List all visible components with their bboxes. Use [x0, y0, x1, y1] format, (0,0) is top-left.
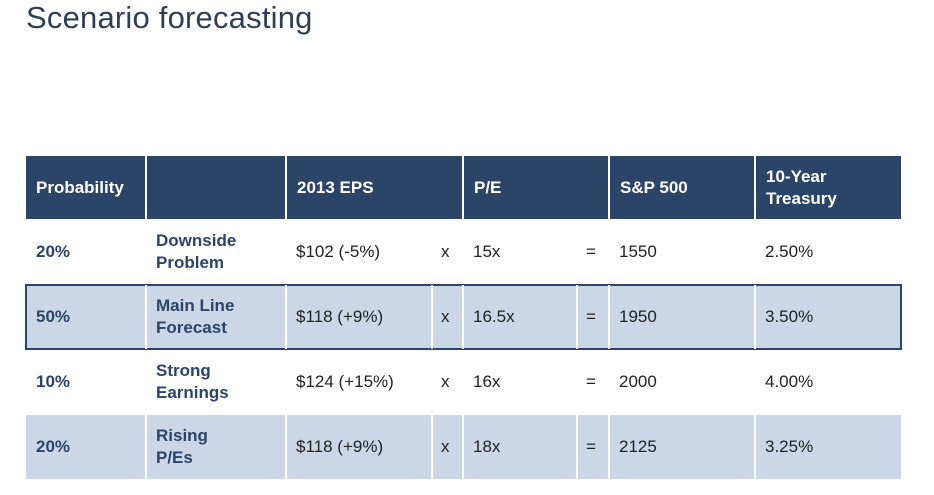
- page-title: Scenario forecasting: [26, 0, 313, 35]
- row-divider: [754, 415, 756, 479]
- row-divider: [145, 415, 147, 479]
- scenario-line2: Forecast: [156, 318, 227, 337]
- cell-scenario: Strong Earnings: [156, 350, 229, 414]
- cell-eps: $102 (-5%): [296, 242, 381, 261]
- cell-equals: =: [586, 307, 596, 326]
- cell-equals: =: [586, 437, 596, 456]
- cell-sp500: 2000: [619, 372, 657, 391]
- row-divider: [754, 285, 756, 349]
- cell-probability: 10%: [36, 372, 71, 391]
- header-divider: [608, 156, 610, 219]
- row-divider: [608, 285, 610, 349]
- cell-pe: 16x: [473, 372, 501, 391]
- cell-scenario: Main Line Forecast: [156, 285, 234, 349]
- scenario-line1: Rising: [156, 426, 208, 445]
- header-divider: [145, 156, 147, 219]
- row-divider: [576, 415, 578, 479]
- cell-eps: $124 (+15%): [296, 372, 394, 391]
- cell-scenario: Downside Problem: [156, 220, 236, 284]
- scenario-line2: Problem: [156, 253, 225, 272]
- cell-probability: 50%: [36, 307, 71, 326]
- header-scenario: [147, 156, 285, 219]
- cell-pe: 16.5x: [473, 307, 515, 326]
- row-divider: [462, 415, 464, 479]
- header-divider: [285, 156, 287, 219]
- scenario-line1: Downside: [156, 231, 237, 250]
- header-pe: P/E: [474, 177, 502, 197]
- header-sp500: S&P 500: [620, 177, 688, 197]
- cell-sp500: 2125: [619, 437, 657, 456]
- cell-times: x: [441, 372, 450, 391]
- table-header: Probability 2013 EPS P/E S&P 500 10-Year…: [26, 156, 901, 219]
- row-divider: [145, 285, 147, 349]
- table-row: 20% Downside Problem $102 (-5%) x 15x = …: [26, 220, 901, 284]
- table-row: 20% Rising P/Es $118 (+9%) x 18x = 2125 …: [26, 415, 901, 479]
- cell-times: x: [441, 437, 450, 456]
- header-divider: [754, 156, 756, 219]
- cell-times: x: [441, 242, 450, 261]
- row-divider: [431, 285, 433, 349]
- row-divider: [285, 285, 287, 349]
- row-divider: [431, 415, 433, 479]
- cell-treasury: 3.50%: [765, 307, 814, 326]
- scenario-line1: Main Line: [156, 296, 235, 315]
- header-treasury-line1: 10-Year: [766, 166, 827, 186]
- cell-scenario: Rising P/Es: [156, 415, 208, 479]
- header-divider: [462, 156, 464, 219]
- cell-sp500: 1950: [619, 307, 657, 326]
- row-divider: [462, 285, 464, 349]
- cell-equals: =: [586, 372, 596, 391]
- cell-probability: 20%: [36, 437, 71, 456]
- header-treasury: 10-Year Treasury: [756, 156, 901, 219]
- cell-pe: 18x: [473, 437, 501, 456]
- cell-treasury: 3.25%: [765, 437, 814, 456]
- header-probability: Probability: [36, 177, 124, 197]
- cell-eps: $118 (+9%): [296, 307, 384, 326]
- row-divider: [576, 285, 578, 349]
- cell-eps: $118 (+9%): [296, 437, 384, 456]
- cell-treasury: 4.00%: [765, 372, 814, 391]
- cell-probability: 20%: [36, 242, 71, 261]
- cell-equals: =: [586, 242, 596, 261]
- cell-pe: 15x: [473, 242, 501, 261]
- header-eps: 2013 EPS: [297, 177, 374, 197]
- table-row: 10% Strong Earnings $124 (+15%) x 16x = …: [26, 350, 901, 414]
- scenario-line1: Strong: [156, 361, 211, 380]
- cell-sp500: 1550: [619, 242, 657, 261]
- scenario-line2: Earnings: [156, 383, 229, 402]
- cell-treasury: 2.50%: [765, 242, 814, 261]
- header-treasury-line2: Treasury: [766, 188, 837, 208]
- cell-times: x: [441, 307, 450, 326]
- row-divider: [285, 415, 287, 479]
- scenario-line2: P/Es: [156, 448, 193, 467]
- table-row-highlighted: 50% Main Line Forecast $118 (+9%) x 16.5…: [25, 284, 902, 350]
- row-divider: [608, 415, 610, 479]
